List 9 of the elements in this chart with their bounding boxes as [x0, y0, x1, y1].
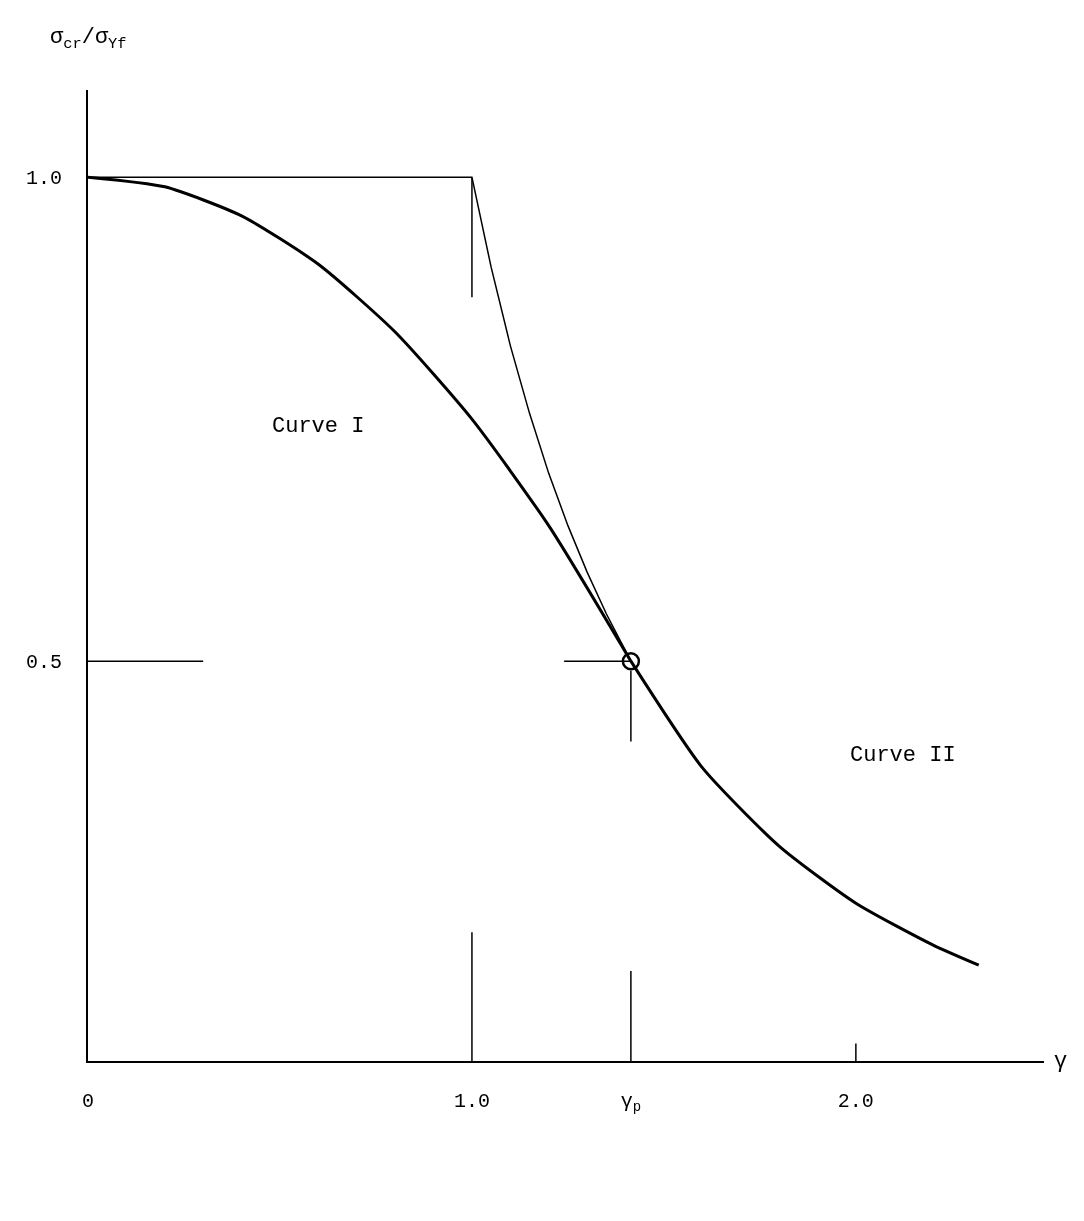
annotation: Curve II	[850, 743, 956, 768]
x-tick-label: γ$_{p}$	[620, 1090, 642, 1116]
x-tick-label: 2.0	[837, 1090, 874, 1113]
y-axis-title: σ$_{cr}$/σ$_{Yf}$	[50, 25, 127, 53]
annotation: Curve I	[272, 414, 365, 439]
x-tick-label: 0	[81, 1090, 95, 1113]
x-axis-title: γ	[1054, 1049, 1068, 1074]
x-tick-label: 1.0	[453, 1090, 490, 1113]
y-tick-label: 0.5	[25, 651, 62, 675]
